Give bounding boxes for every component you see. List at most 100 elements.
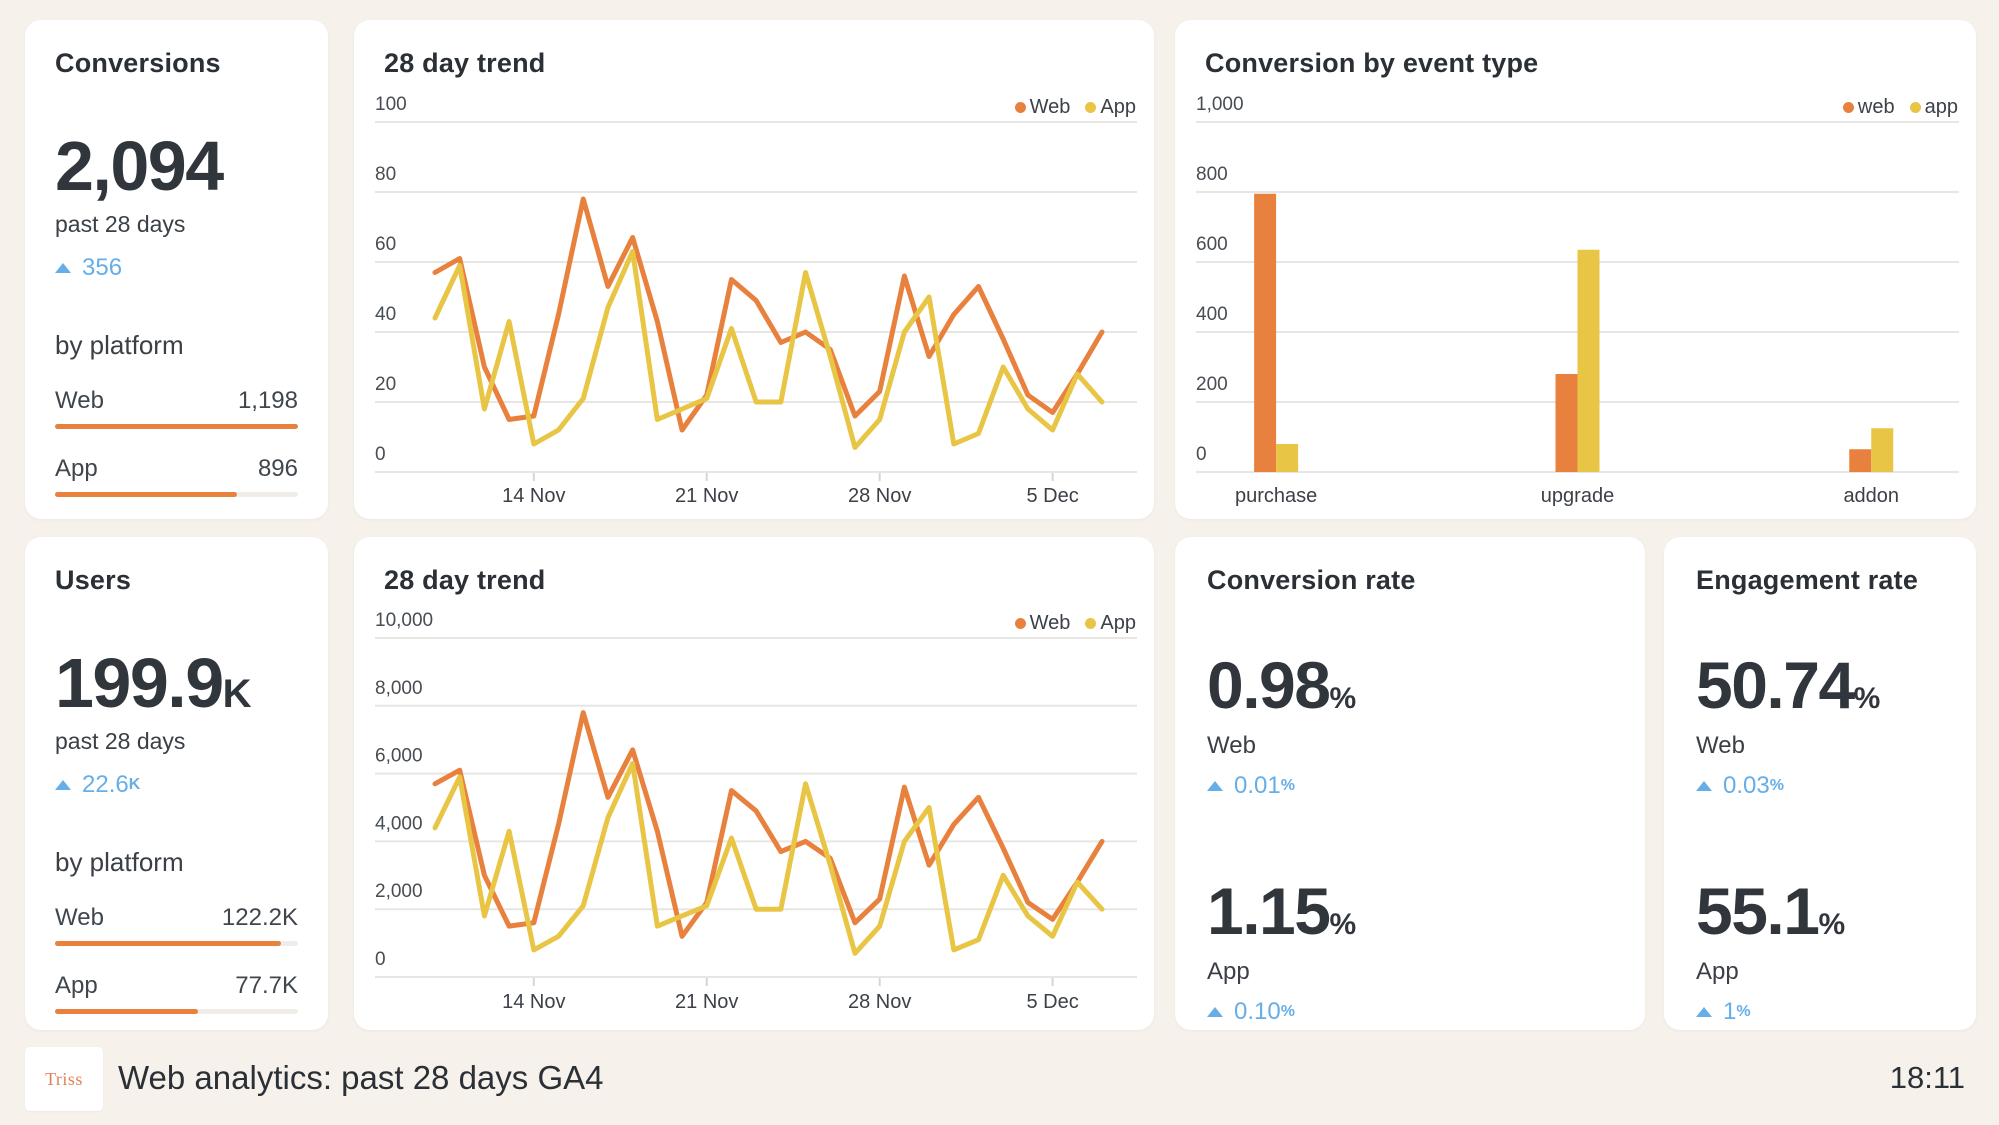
card-title: 28 day trend	[384, 565, 546, 595]
svg-text:20: 20	[375, 374, 396, 395]
platform-label: Web	[55, 904, 104, 931]
dashboard-title: Web analytics: past 28 days GA4	[118, 1059, 604, 1096]
platform-value: 1,198	[237, 387, 298, 414]
svg-text:0: 0	[375, 949, 386, 970]
svg-text:60: 60	[375, 234, 396, 255]
svg-text:upgrade: upgrade	[1541, 485, 1614, 507]
rate-delta: 0.01%	[1207, 772, 1613, 800]
conversions-card: Conversions 2,094 past 28 days 356 by pl…	[25, 20, 328, 519]
logo: Triss	[25, 1047, 103, 1111]
svg-text:28 Nov: 28 Nov	[848, 991, 911, 1013]
rate-platform-label: App	[1696, 958, 1739, 985]
platform-row: Web 1,198	[55, 387, 298, 429]
legend-label: app	[1924, 96, 1958, 118]
rate-platform-label: App	[1207, 958, 1250, 985]
kpi-value-number: 2,094	[55, 127, 224, 205]
svg-text:1,000: 1,000	[1196, 94, 1244, 115]
kpi-delta: 356	[55, 254, 298, 282]
conversion-by-event-type-card: Conversion by event type 0 200 400 600 800 1,…	[1175, 20, 1976, 519]
svg-text:8,000: 8,000	[375, 678, 423, 699]
legend-dot-icon	[1014, 102, 1026, 113]
up-arrow-icon	[1207, 1007, 1223, 1017]
legend-dot-icon	[1909, 102, 1921, 113]
card-title: Users	[55, 565, 132, 595]
logo-text: Triss	[45, 1068, 83, 1089]
legend-item: web	[1842, 96, 1895, 119]
svg-text:200: 200	[1196, 374, 1228, 395]
svg-text:4,000: 4,000	[375, 813, 423, 834]
platform-bar-track	[55, 424, 298, 429]
legend-label: App	[1100, 96, 1136, 118]
legend-dot-icon	[1014, 618, 1026, 629]
rate-value: 55.1	[1696, 874, 1820, 948]
card-title: Conversion by event type	[1205, 48, 1539, 78]
svg-text:600: 600	[1196, 234, 1228, 255]
platform-bar-fill	[55, 492, 238, 497]
legend-label: web	[1857, 96, 1895, 118]
kpi-delta-suffix: K	[128, 776, 141, 793]
rate-platform-label: Web	[1207, 732, 1256, 759]
rate-delta: 0.03%	[1696, 772, 1944, 800]
svg-text:2,000: 2,000	[375, 881, 423, 902]
platform-label: Web	[55, 387, 104, 414]
legend-dot-icon	[1085, 618, 1097, 629]
svg-text:400: 400	[1196, 304, 1228, 325]
users-card: Users 199.9K past 28 days 22.6 K by platf…	[25, 537, 328, 1030]
rate-value: 0.98	[1207, 648, 1331, 722]
card-title: Conversions	[55, 48, 221, 78]
legend-dot-icon	[1842, 102, 1854, 113]
platform-bar-fill	[55, 424, 298, 429]
svg-text:80: 80	[375, 164, 396, 185]
svg-text:14 Nov: 14 Nov	[502, 991, 565, 1013]
rate-delta-suffix: %	[1280, 777, 1295, 794]
kpi-period: past 28 days	[55, 211, 186, 237]
legend-label: Web	[1029, 96, 1071, 118]
kpi-value-suffix: K	[222, 672, 252, 716]
platform-label: App	[55, 455, 98, 482]
svg-text:40: 40	[375, 304, 396, 325]
legend-item: App	[1085, 612, 1136, 635]
rate-delta-suffix: %	[1280, 1003, 1295, 1020]
conversions-trend-card: 28 day trend 0 20 40 60 80 100 14 Nov 21 Nov 28 …	[354, 20, 1154, 519]
card-title: Engagement rate	[1696, 565, 1919, 595]
section-label: by platform	[55, 847, 184, 877]
platform-bar-track	[55, 492, 298, 497]
rate-delta-number: 1	[1723, 998, 1737, 1025]
kpi-delta-number: 22.6	[82, 771, 129, 798]
platform-row: App 77.7K	[55, 972, 298, 1014]
rate-delta-number: 0.01	[1234, 772, 1281, 799]
svg-text:5 Dec: 5 Dec	[1026, 485, 1078, 507]
platform-bar-fill	[55, 1009, 199, 1014]
card-title: Conversion rate	[1207, 565, 1416, 595]
kpi-value: 2,094	[55, 131, 298, 201]
kpi-delta-number: 356	[82, 254, 123, 281]
platform-bar-track	[55, 1009, 298, 1014]
conversion-rate-card: Conversion rate 0.98% Web 0.01% 1.15% Ap…	[1175, 537, 1645, 1030]
svg-text:28 Nov: 28 Nov	[848, 485, 911, 507]
kpi-delta: 22.6 K	[55, 771, 298, 799]
legend-item: Web	[1014, 96, 1071, 119]
rate-delta-suffix: %	[1769, 777, 1784, 794]
svg-text:0: 0	[375, 444, 386, 465]
rate-metric: 0.98% Web 0.01%	[1207, 652, 1613, 800]
legend-dot-icon	[1085, 102, 1097, 113]
svg-text:5 Dec: 5 Dec	[1026, 991, 1078, 1013]
up-arrow-icon	[55, 780, 71, 790]
card-title: 28 day trend	[384, 48, 546, 78]
line-chart: 0 20 40 60 80 100 14 Nov 21 Nov 28 Nov 5 Dec Web Ap…	[354, 82, 1154, 517]
rate-metric: 50.74% Web 0.03%	[1696, 652, 1944, 800]
platform-value: 896	[257, 455, 298, 482]
bar-chart: 0 200 400 600 800 1,000 purchase upgrade addon we…	[1175, 82, 1976, 517]
legend-label: Web	[1029, 612, 1071, 634]
legend-label: App	[1100, 612, 1136, 634]
line-chart: 0 2,000 4,000 6,000 8,000 10,000 14 Nov 21 Nov 2…	[354, 599, 1154, 1024]
chart-legend: web app	[1842, 96, 1958, 119]
rate-delta: 0.10%	[1207, 998, 1613, 1026]
svg-text:6,000: 6,000	[375, 746, 423, 767]
rate-delta-number: 0.03	[1723, 772, 1770, 799]
up-arrow-icon	[1207, 781, 1223, 791]
svg-text:21 Nov: 21 Nov	[675, 485, 738, 507]
rate-value: 50.74	[1696, 648, 1855, 722]
rate-value: 1.15	[1207, 874, 1331, 948]
